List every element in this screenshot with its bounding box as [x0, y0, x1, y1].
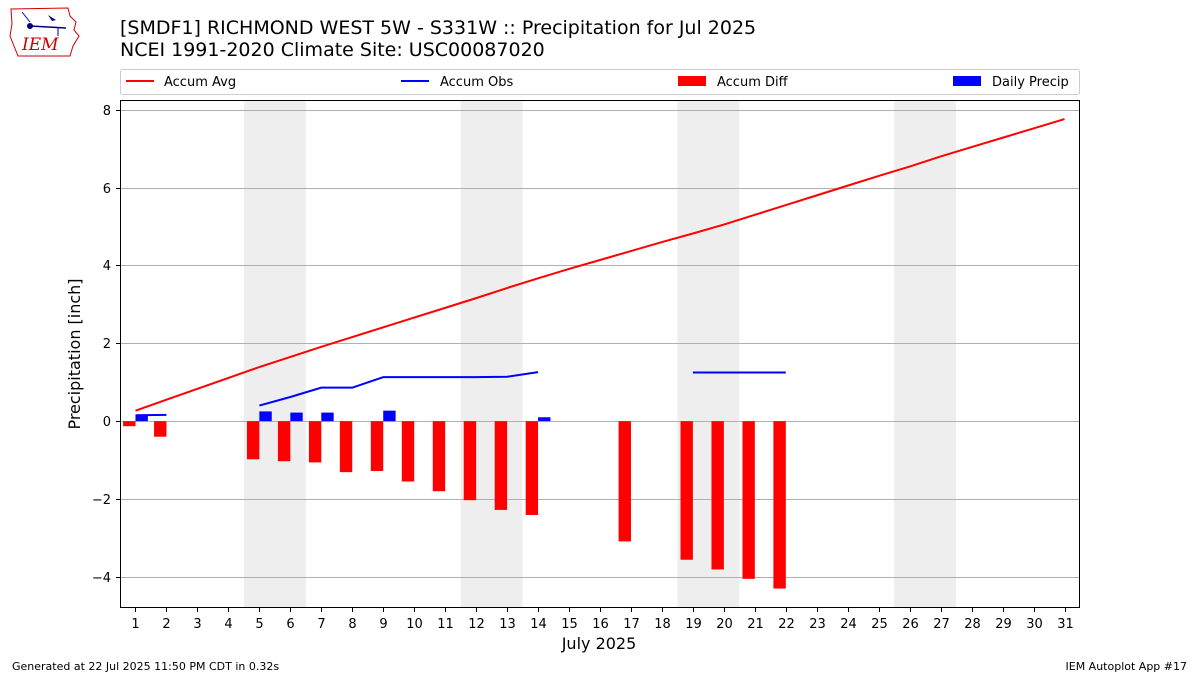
x-tick-label-16: 16 [592, 617, 609, 632]
y-axis: 8 6 4 2 0 −2 −4 [92, 104, 120, 586]
x-tick-label-12: 12 [468, 617, 485, 632]
x-tick-label-6: 6 [286, 617, 294, 632]
y-tick-label-2: 4 [103, 259, 111, 274]
x-tick-label-5: 5 [255, 617, 263, 632]
x-tick-label-13: 13 [499, 617, 516, 632]
y-tick-label-5: −2 [92, 493, 111, 508]
accum-diff-bar-day-2 [154, 421, 167, 437]
legend-label-accum-avg: Accum Avg [164, 75, 236, 90]
accum-diff-bar-day-6 [277, 421, 291, 462]
x-tick-label-21: 21 [747, 617, 764, 632]
legend-label-accum-diff: Accum Diff [717, 75, 789, 90]
x-tick-label-14: 14 [530, 617, 547, 632]
x-tick-label-7: 7 [317, 617, 325, 632]
accum-diff-bar-day-17 [618, 421, 631, 542]
footer-app: IEM Autoplot App #17 [1065, 660, 1188, 673]
accum-diff-bar-day-7 [308, 421, 322, 463]
x-tick-label-20: 20 [716, 617, 733, 632]
daily-precip-bar-day-9 [383, 410, 396, 422]
x-tick-label-26: 26 [902, 617, 919, 632]
x-tick-label-10: 10 [406, 617, 423, 632]
bars [123, 410, 786, 589]
accum-diff-bar-day-22 [773, 421, 786, 589]
y-tick-label-1: 6 [103, 182, 111, 197]
x-tick-label-29: 29 [995, 617, 1012, 632]
x-tick-label-25: 25 [871, 617, 888, 632]
accum-obs-line-segment-1 [259, 371, 539, 407]
accum-diff-bar-day-21 [742, 421, 755, 579]
weekend-shade-3 [894, 100, 957, 608]
y-tick-label-6: −4 [92, 571, 111, 586]
legend-label-accum-obs: Accum Obs [440, 75, 513, 90]
daily-precip-bar-day-5 [259, 411, 272, 422]
weekend-shading [243, 100, 957, 608]
accum-diff-bar-day-5 [246, 421, 260, 460]
grid-lines [120, 110, 1080, 578]
x-tick-label-27: 27 [933, 617, 950, 632]
x-tick-label-11: 11 [437, 617, 454, 632]
accum-diff-bar-day-19 [680, 421, 693, 560]
accum-diff-bar-day-14 [525, 421, 539, 515]
x-tick-label-30: 30 [1026, 617, 1043, 632]
y-tick-label-4: 0 [103, 415, 111, 430]
accum-diff-bar-day-8 [339, 421, 353, 473]
x-tick-label-23: 23 [809, 617, 826, 632]
weekend-shade-1 [460, 100, 523, 608]
lines [135, 118, 1065, 417]
x-tick-label-28: 28 [964, 617, 981, 632]
legend-swatch-daily-precip [953, 76, 981, 86]
weekend-shade-0 [243, 100, 306, 608]
accum-diff-bar-day-1 [123, 421, 136, 427]
x-tick-label-19: 19 [685, 617, 702, 632]
x-tick-label-8: 8 [348, 617, 356, 632]
x-tick-label-4: 4 [224, 617, 232, 632]
daily-precip-bar-day-7 [321, 412, 334, 422]
accum-diff-bar-day-11 [432, 421, 446, 492]
plot-frame [120, 100, 1080, 608]
x-tick-label-24: 24 [840, 617, 857, 632]
x-axis: 1 2 3 4 5 6 7 8 9 10 11 12 13 14 15 16 17 18 19 20 21 22 23 24 2… [131, 608, 1074, 632]
footer-generated: Generated at 22 Jul 2025 11:50 PM CDT in… [12, 660, 280, 673]
iem-logo: IEM [8, 6, 82, 62]
accum-diff-bar-day-10 [401, 421, 415, 482]
legend-label-daily-precip: Daily Precip [992, 75, 1069, 90]
logo-text: IEM [21, 35, 59, 55]
x-tick-label-22: 22 [778, 617, 795, 632]
x-tick-label-1: 1 [131, 617, 139, 632]
x-tick-label-31: 31 [1057, 617, 1074, 632]
x-axis-title: July 2025 [561, 634, 637, 653]
x-tick-label-3: 3 [193, 617, 201, 632]
accum-diff-bar-day-13 [494, 421, 508, 510]
daily-precip-bar-day-1 [135, 415, 148, 422]
x-tick-label-2: 2 [162, 617, 170, 632]
x-tick-label-18: 18 [654, 617, 671, 632]
legend: Accum Avg Accum Obs Accum Diff Daily Pre… [120, 69, 1080, 95]
y-axis-title: Precipitation [inch] [65, 278, 84, 429]
y-tick-label-3: 2 [103, 337, 111, 352]
accum-diff-bar-day-20 [711, 421, 724, 570]
legend-swatch-accum-diff [678, 76, 706, 86]
daily-precip-bar-day-14 [538, 417, 551, 422]
chart-title: [SMDF1] RICHMOND WEST 5W - S331W :: Prec… [120, 17, 757, 39]
x-tick-label-17: 17 [623, 617, 640, 632]
accum-diff-bar-day-12 [463, 421, 477, 501]
x-tick-label-15: 15 [561, 617, 578, 632]
chart-subtitle: NCEI 1991-2020 Climate Site: USC00087020 [120, 39, 545, 61]
daily-precip-bar-day-6 [290, 412, 303, 422]
x-tick-label-9: 9 [379, 617, 387, 632]
accum-diff-bar-day-9 [370, 421, 384, 471]
accum-avg-line [135, 118, 1065, 412]
y-tick-label-0: 8 [103, 104, 111, 119]
legend-box [120, 69, 1080, 95]
